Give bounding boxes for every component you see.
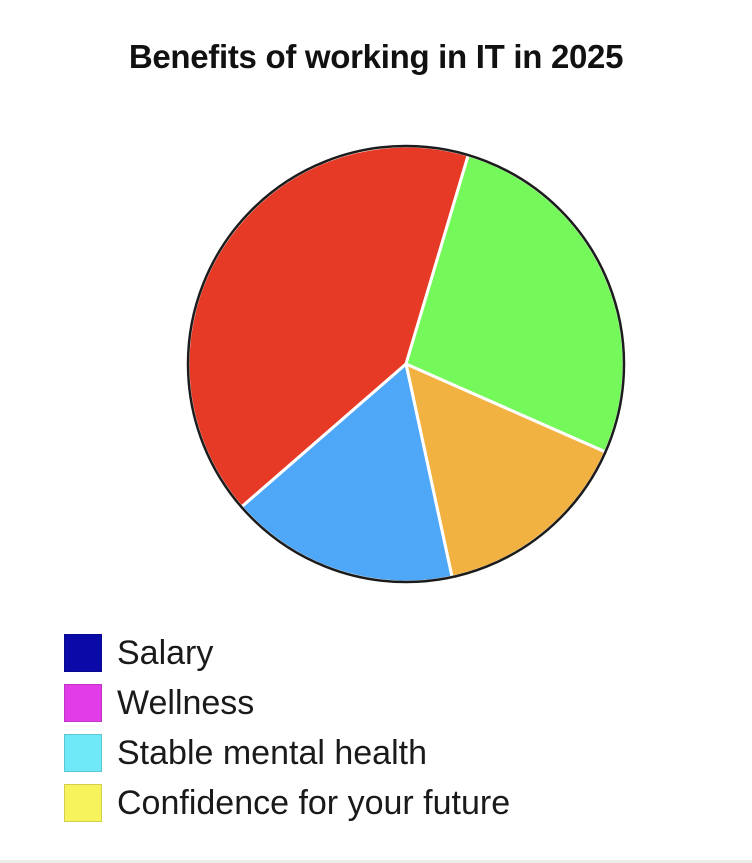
chart-title: Benefits of working in IT in 2025	[128, 38, 624, 75]
legend-item-salary: Salary	[64, 628, 510, 678]
bottom-divider	[0, 860, 752, 863]
legend-swatch-stable-mental-health	[64, 734, 102, 772]
legend-item-stable-mental-health: Stable mental health	[64, 728, 510, 778]
legend: Salary Wellness Stable mental health Con…	[64, 628, 510, 828]
legend-label-stable-mental-health: Stable mental health	[117, 733, 427, 772]
legend-swatch-salary	[64, 634, 102, 672]
pie-outline	[186, 144, 626, 584]
legend-item-confidence-for-your-future: Confidence for your future	[64, 778, 510, 828]
legend-label-confidence-for-your-future: Confidence for your future	[117, 783, 511, 822]
legend-item-wellness: Wellness	[64, 678, 510, 728]
legend-label-wellness: Wellness	[117, 683, 255, 722]
legend-swatch-wellness	[64, 684, 102, 722]
legend-label-salary: Salary	[117, 633, 214, 672]
legend-swatch-confidence-for-your-future	[64, 784, 102, 822]
